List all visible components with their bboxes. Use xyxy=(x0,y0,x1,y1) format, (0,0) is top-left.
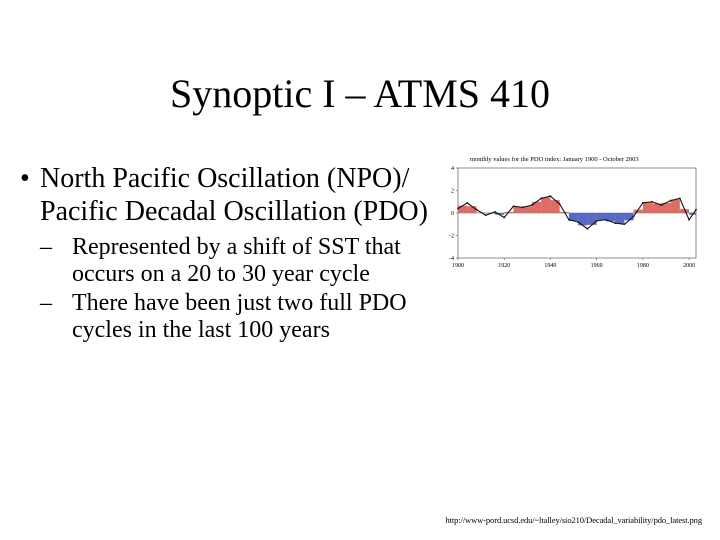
pdo-data-point xyxy=(688,218,690,221)
pdo-data-point xyxy=(641,201,644,204)
bullet-marker: • xyxy=(20,163,30,194)
pdo-data-point xyxy=(651,200,653,203)
y-tick-label: 2 xyxy=(451,189,454,195)
x-tick-label: 1960 xyxy=(591,263,603,269)
pdo-value-bar xyxy=(661,202,671,213)
pdo-value-bar xyxy=(642,202,653,213)
y-tick-label: -4 xyxy=(449,256,454,262)
pdo-data-point xyxy=(577,221,580,223)
x-tick-label: 1940 xyxy=(544,263,556,269)
pdo-value-bar xyxy=(513,206,523,213)
y-tick-label: -2 xyxy=(449,234,454,240)
pdo-value-bar xyxy=(596,213,606,221)
pdo-value-bar xyxy=(633,209,643,213)
sub-bullet-item: – Represented by a shift of SST that occ… xyxy=(40,234,440,288)
pdo-value-bar xyxy=(550,200,560,213)
pdo-value-bar xyxy=(670,199,680,213)
pdo-value-bar xyxy=(587,213,597,225)
pdo-value-bar xyxy=(624,213,634,221)
bullet-list: • North Pacific Oscillation (NPO)/ Pacif… xyxy=(20,162,440,345)
pdo-data-point xyxy=(604,218,607,221)
x-tick-label: 1900 xyxy=(452,263,464,269)
sub-bullet-marker: – xyxy=(40,234,52,261)
pdo-data-point xyxy=(475,208,478,211)
pdo-data-point xyxy=(540,197,543,200)
pdo-data-point xyxy=(457,207,459,210)
pdo-data-point xyxy=(678,197,681,200)
pdo-value-bar xyxy=(494,213,505,215)
pdo-data-point xyxy=(512,205,515,208)
x-tick-label: 1980 xyxy=(637,263,649,269)
pdo-data-point xyxy=(494,210,496,213)
pdo-data-point xyxy=(695,208,697,211)
pdo-value-bar xyxy=(458,205,468,213)
pdo-data-point xyxy=(503,216,506,219)
pdo-value-bar xyxy=(522,206,532,213)
pdo-value-bar xyxy=(679,209,690,213)
pdo-data-point xyxy=(568,218,570,221)
pdo-data-point xyxy=(614,222,617,225)
y-tick-label: 4 xyxy=(451,166,454,172)
pdo-data-point xyxy=(669,199,672,202)
sub-bullet-item: – There have been just two full PDO cycl… xyxy=(40,290,440,344)
pdo-data-point xyxy=(632,215,635,218)
sub-bullet-list: – Represented by a shift of SST that occ… xyxy=(40,234,440,344)
pdo-value-bar xyxy=(652,203,662,213)
pdo-data-point xyxy=(623,223,626,226)
pdo-chart-svg: monthly values for the PDO index: Januar… xyxy=(449,156,697,269)
pdo-data-point xyxy=(660,204,663,207)
pdo-data-point xyxy=(558,203,561,205)
bullet-text: North Pacific Oscillation (NPO)/ Pacific… xyxy=(40,163,428,228)
source-url: http://www-pord.ucsd.edu/~ltalley/sio210… xyxy=(445,515,702,525)
y-tick-label: 0 xyxy=(451,211,454,217)
pdo-value-bar xyxy=(541,197,551,213)
sub-bullet-text: Represented by a shift of SST that occur… xyxy=(72,234,401,288)
x-tick-label: 2000 xyxy=(683,263,695,269)
pdo-data-point xyxy=(531,204,533,207)
sub-bullet-text: There have been just two full PDO cycles… xyxy=(72,290,407,344)
chart-title: monthly values for the PDO index: Januar… xyxy=(470,156,639,163)
pdo-value-bar xyxy=(531,201,542,213)
pdo-data-point xyxy=(549,195,552,198)
slide-title: Synoptic I – ATMS 410 xyxy=(169,71,551,116)
pdo-data-point xyxy=(466,201,469,204)
pdo-data-point xyxy=(521,206,524,209)
pdo-value-bar xyxy=(615,213,625,224)
pdo-value-bar xyxy=(568,213,579,221)
pdo-value-bar xyxy=(467,206,477,213)
pdo-index-chart: monthly values for the PDO index: Januar… xyxy=(440,150,710,275)
sub-bullet-marker: – xyxy=(40,290,52,317)
bullet-item: • North Pacific Oscillation (NPO)/ Pacif… xyxy=(20,162,440,228)
pdo-data-point xyxy=(586,227,589,230)
pdo-data-point xyxy=(484,214,487,217)
pdo-data-point xyxy=(595,219,598,222)
pdo-value-bar xyxy=(578,213,588,226)
pdo-value-bar xyxy=(605,213,616,222)
x-tick-label: 1920 xyxy=(498,263,510,269)
